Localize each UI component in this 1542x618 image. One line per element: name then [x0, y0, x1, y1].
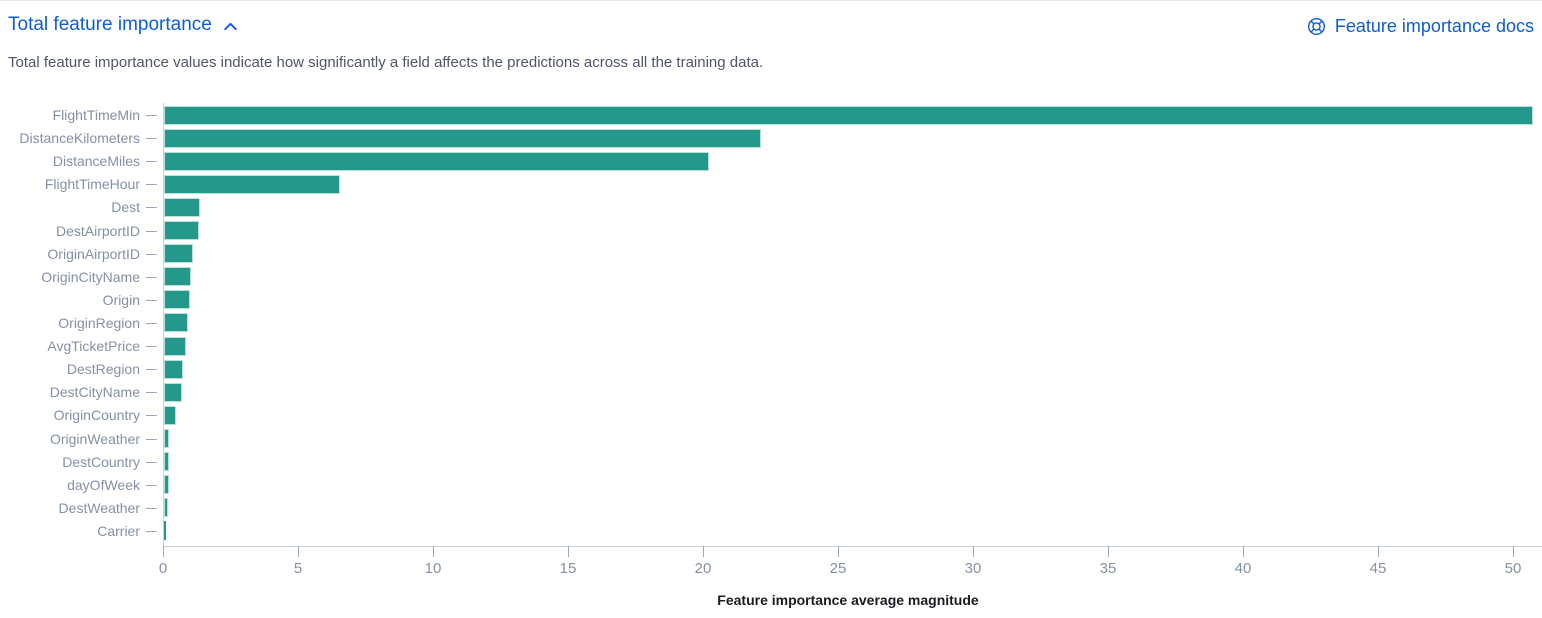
x-axis-tick [163, 546, 164, 557]
y-axis-tick [146, 161, 157, 163]
y-axis-tick [146, 276, 157, 278]
feature-importance-bar [164, 359, 184, 379]
x-axis-tick-label: 20 [694, 560, 712, 577]
x-axis-tick-label: 30 [964, 560, 982, 577]
category-label: Origin [102, 291, 140, 308]
panel-description: Total feature importance values indicate… [8, 54, 764, 71]
y-axis-tick [146, 184, 157, 186]
y-axis-tick [146, 138, 157, 140]
feature-importance-bar [164, 336, 187, 356]
feature-importance-bar [164, 475, 169, 495]
x-axis-tick-label: 10 [424, 560, 442, 577]
feature-importance-bar [164, 128, 761, 148]
y-axis-tick [146, 507, 157, 509]
category-label: OriginCityName [41, 268, 140, 285]
x-axis-tick [1108, 546, 1109, 557]
feature-importance-bar [164, 452, 169, 472]
chevron-up-icon [224, 22, 237, 30]
x-axis-tick [973, 546, 974, 557]
feature-importance-bar [164, 244, 193, 264]
feature-importance-bar [164, 313, 189, 333]
x-axis-tick-label: 5 [293, 560, 303, 577]
y-axis-tick [146, 438, 157, 440]
y-axis-tick [146, 484, 157, 486]
y-axis-tick [146, 415, 157, 417]
feature-importance-bar [164, 197, 201, 217]
feature-importance-bar [164, 151, 710, 171]
y-axis-tick [146, 392, 157, 394]
y-axis-tick [146, 230, 157, 232]
x-axis-tick [1243, 546, 1244, 557]
y-axis-tick [146, 322, 157, 324]
panel-title: Total feature importance [8, 14, 212, 35]
category-label: DestAirportID [55, 222, 140, 239]
help-docs-icon [1307, 17, 1325, 35]
category-label: OriginCountry [53, 407, 140, 424]
docs-link-label: Feature importance docs [1334, 16, 1534, 36]
x-axis-tick-label: 40 [1234, 560, 1252, 577]
y-axis-tick [146, 253, 157, 255]
x-axis-tick [1513, 546, 1514, 557]
x-axis-tick [298, 546, 299, 557]
x-axis-tick-label: 15 [559, 560, 577, 577]
category-label: DestWeather [58, 499, 140, 516]
y-axis-tick [146, 299, 157, 301]
category-label: DistanceMiles [52, 153, 140, 170]
category-label: Dest [111, 199, 140, 216]
feature-importance-docs-link[interactable]: Feature importance docs [1307, 14, 1534, 38]
x-axis-tick [1378, 546, 1379, 557]
x-axis-tick-label: 45 [1369, 560, 1387, 577]
feature-importance-bar [164, 290, 190, 310]
x-axis-line [163, 546, 1542, 547]
x-axis-tick [703, 546, 704, 557]
total-feature-importance-accordion-toggle[interactable]: Total feature importance [8, 13, 239, 37]
y-axis-tick [146, 530, 157, 532]
y-axis-tick [146, 346, 157, 348]
y-axis-tick [146, 461, 157, 463]
x-axis-tick-label: 50 [1504, 560, 1522, 577]
x-axis-title: Feature importance average magnitude [717, 592, 979, 608]
x-axis-tick-label: 25 [829, 560, 847, 577]
x-axis-tick [433, 546, 434, 557]
x-axis-tick-label: 35 [1099, 560, 1117, 577]
category-label: DestCityName [49, 384, 140, 401]
x-axis-tick [838, 546, 839, 557]
feature-importance-bar [164, 221, 200, 241]
x-axis-tick-label: 0 [158, 560, 168, 577]
feature-importance-bar [164, 267, 191, 287]
x-axis-tick [568, 546, 569, 557]
category-label: FlightTimeMin [52, 107, 140, 123]
feature-importance-bar [164, 382, 182, 402]
feature-importance-bar [164, 405, 176, 425]
feature-importance-bar [164, 521, 166, 541]
feature-importance-bar [164, 174, 340, 194]
category-label: Carrier [97, 522, 140, 539]
y-axis-tick [146, 115, 157, 116]
feature-importance-bar [164, 498, 169, 518]
feature-importance-bar [164, 105, 1533, 125]
category-label: DestRegion [66, 361, 140, 378]
category-label: DistanceKilometers [19, 130, 140, 147]
feature-importance-bar [164, 429, 170, 449]
category-label: OriginRegion [58, 314, 140, 331]
y-axis-tick [146, 207, 157, 209]
category-label: dayOfWeek [67, 476, 140, 493]
y-axis-line [163, 103, 164, 547]
category-label: OriginAirportID [47, 245, 140, 262]
category-label: DestCountry [62, 453, 140, 470]
category-label: AvgTicketPrice [47, 338, 140, 355]
y-axis-tick [146, 369, 157, 371]
category-label: OriginWeather [49, 430, 140, 447]
category-label: FlightTimeHour [44, 176, 140, 193]
